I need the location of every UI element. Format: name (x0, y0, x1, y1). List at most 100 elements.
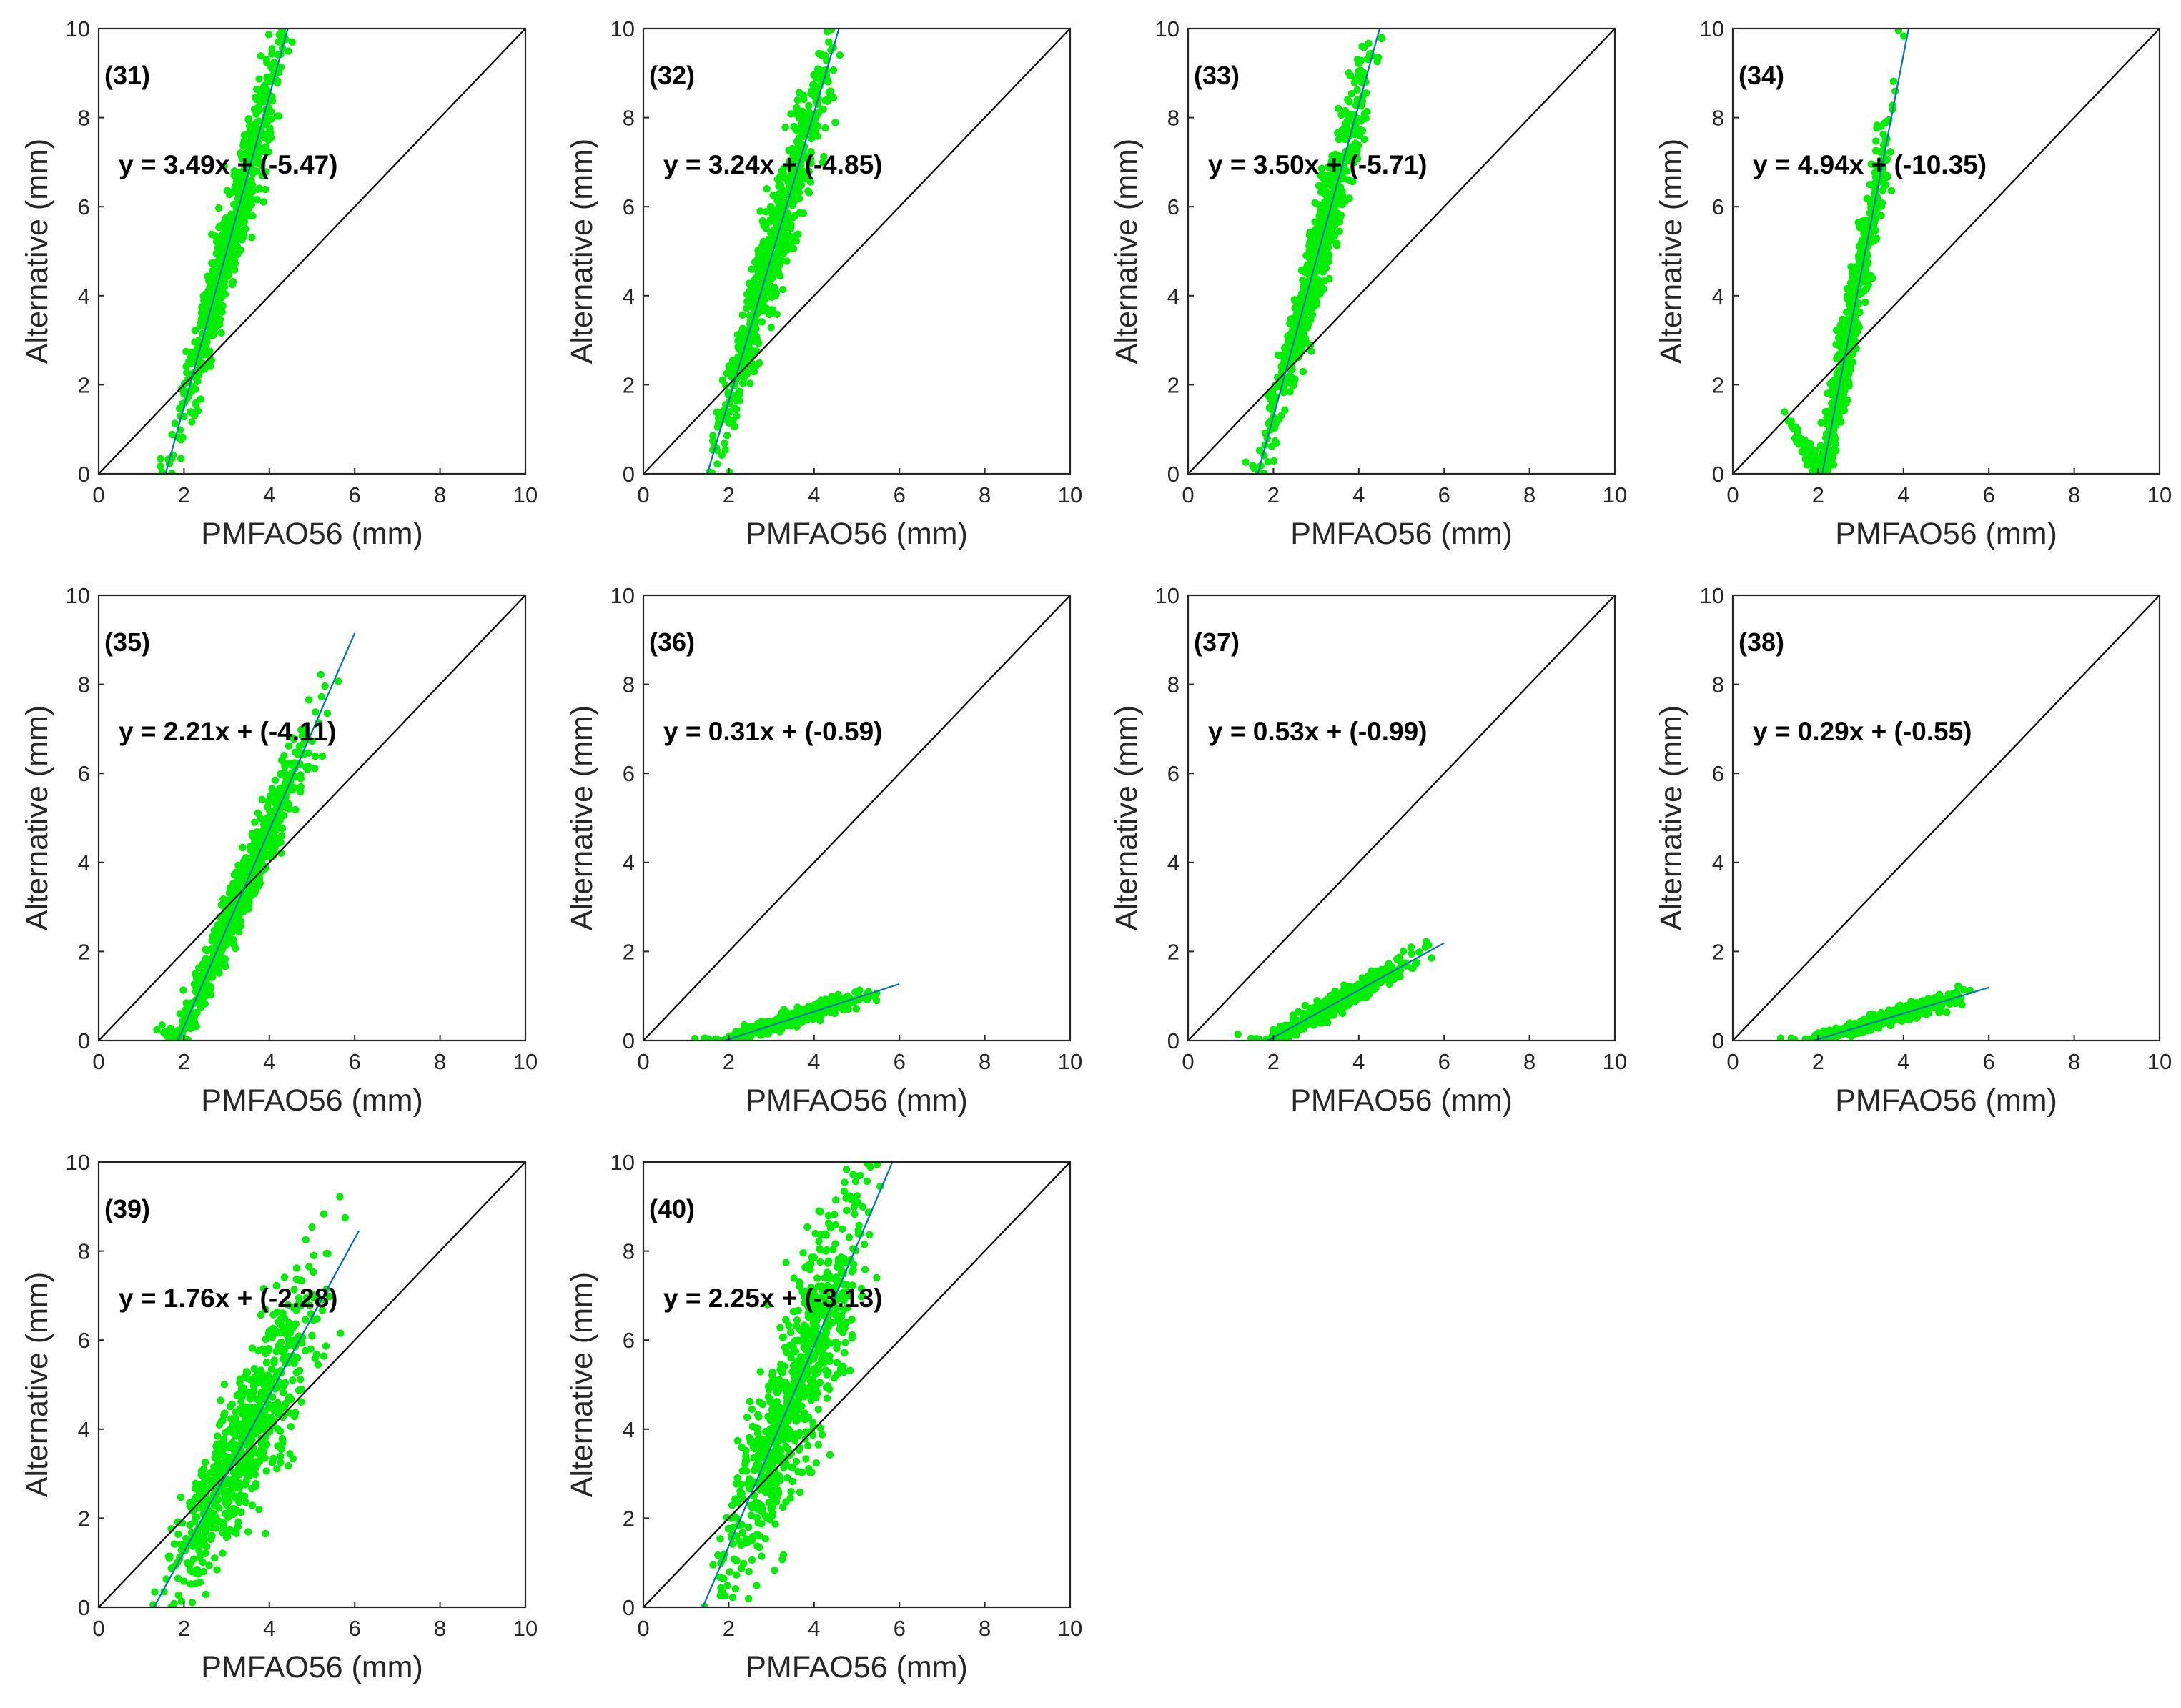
data-point (1847, 263, 1855, 271)
data-point (207, 991, 215, 999)
data-point (1385, 5, 1392, 12)
x-tick-label: 2 (178, 1049, 190, 1074)
data-point (1318, 219, 1326, 227)
data-point (767, 324, 775, 332)
y-tick-label: 8 (623, 106, 635, 131)
data-point (709, 432, 717, 440)
data-point (215, 249, 223, 258)
data-point (805, 167, 813, 175)
x-tick-label: 10 (513, 482, 538, 507)
data-point (168, 430, 176, 439)
data-point (1307, 1004, 1315, 1013)
data-point (1315, 201, 1323, 209)
data-point (811, 129, 819, 136)
data-point (769, 233, 777, 242)
data-point (281, 780, 290, 788)
y-tick-label: 6 (78, 194, 90, 219)
data-point (773, 256, 781, 264)
data-point (244, 115, 253, 123)
y-tick-label: 8 (78, 672, 90, 697)
data-point (157, 455, 164, 462)
data-point (1854, 219, 1862, 227)
data-point (758, 1018, 766, 1026)
data-point (1281, 1022, 1289, 1031)
data-point (799, 209, 808, 217)
data-point (288, 38, 296, 46)
data-point (1353, 86, 1361, 94)
data-point (242, 860, 249, 868)
data-point (780, 1006, 788, 1013)
data-point (1428, 954, 1435, 962)
data-point (1844, 357, 1852, 365)
y-tick-label: 0 (1712, 462, 1724, 487)
data-point (1324, 194, 1332, 202)
data-point (1289, 1030, 1297, 1038)
x-tick-label: 0 (1182, 482, 1194, 507)
data-point (763, 185, 771, 193)
data-point (736, 389, 743, 398)
data-point (267, 129, 275, 137)
data-point (775, 190, 783, 198)
data-point (290, 735, 298, 743)
data-point (268, 50, 276, 58)
data-point (1886, 148, 1894, 156)
data-point (1300, 277, 1308, 285)
data-point (1242, 458, 1250, 466)
data-point (795, 188, 803, 197)
data-point (718, 376, 726, 384)
data-point (778, 167, 786, 175)
y-tick-label: 10 (610, 583, 635, 608)
data-point (820, 152, 828, 161)
data-point (200, 312, 208, 320)
data-point (833, 12, 840, 19)
data-point (833, 1004, 841, 1013)
data-point (188, 418, 196, 426)
x-tick-label: 8 (1523, 482, 1535, 507)
x-tick-label: 6 (349, 482, 361, 507)
x-axis-title: PMFAO56 (mm) (1290, 1083, 1513, 1118)
data-point (762, 208, 770, 216)
data-point (292, 805, 300, 814)
data-point (251, 818, 259, 826)
data-point (1325, 274, 1333, 283)
data-point (263, 73, 271, 81)
data-point (856, 986, 864, 994)
x-tick-label: 10 (1603, 482, 1627, 507)
data-point (262, 168, 270, 176)
x-tick-label: 2 (1267, 1049, 1280, 1074)
data-point (318, 752, 327, 760)
data-point (1879, 187, 1886, 194)
data-point (206, 284, 214, 292)
data-point (1829, 383, 1837, 391)
scatter-points (1234, 938, 1435, 1041)
data-point (1861, 298, 1869, 307)
data-point (721, 446, 729, 454)
data-point (262, 185, 269, 194)
y-axis-title: Alternative (mm) (565, 139, 599, 364)
data-point (199, 351, 207, 359)
data-point (244, 199, 252, 207)
data-point (1312, 301, 1320, 309)
y-tick-label: 10 (1700, 16, 1724, 41)
data-point (264, 136, 272, 144)
data-point (1332, 242, 1341, 249)
regression-equation: y = 4.94x + (-10.35) (1753, 150, 1987, 179)
data-point (168, 470, 176, 474)
x-tick-label: 4 (263, 1049, 275, 1074)
data-point (792, 1021, 800, 1028)
data-point (1801, 437, 1809, 445)
data-point (258, 88, 267, 96)
y-tick-label: 8 (1167, 106, 1179, 131)
data-point (839, 12, 846, 19)
data-point (1832, 375, 1841, 384)
data-point (238, 874, 246, 882)
data-point (253, 846, 261, 854)
data-point (755, 339, 763, 347)
data-point (723, 432, 731, 440)
data-point (222, 963, 229, 970)
data-point (285, 742, 293, 750)
data-point (217, 284, 225, 292)
